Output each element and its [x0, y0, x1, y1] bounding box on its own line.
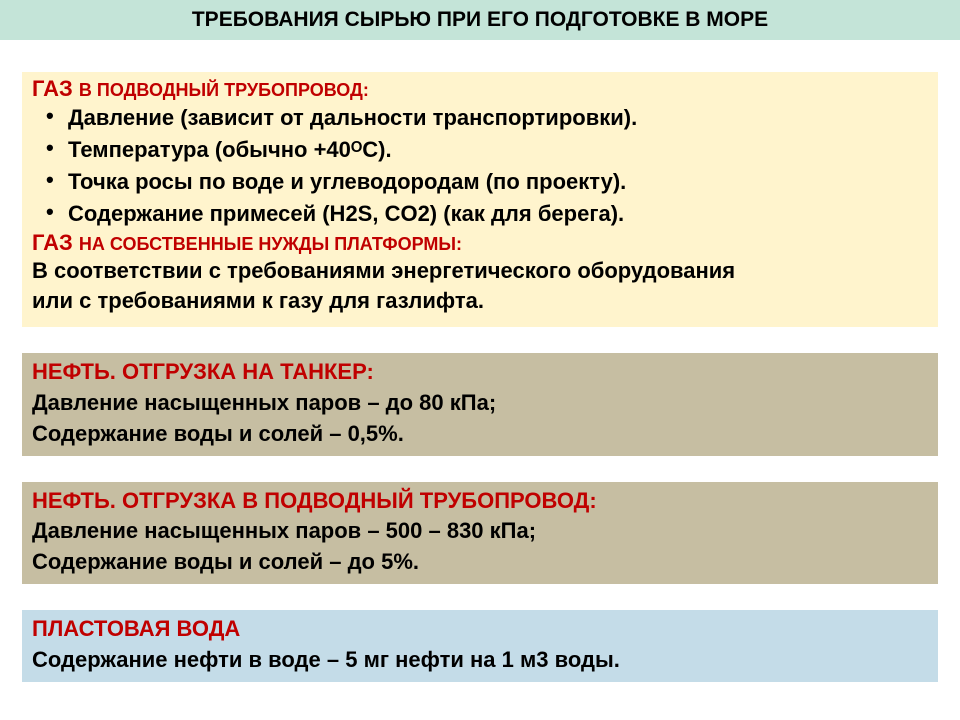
page-title: ТРЕБОВАНИЯ СЫРЬЮ ПРИ ЕГО ПОДГОТОВКЕ В МО…	[192, 8, 768, 31]
block-water: ПЛАСТОВАЯ ВОДА Содержание нефти в воде –…	[22, 610, 938, 682]
gas-own-para2: или с требованиями к газу для газлифта.	[32, 286, 928, 317]
oil-pipeline-title: НЕФТЬ. ОТГРУЗКА В ПОДВОДНЫЙ ТРУБОПРОВОД:	[32, 486, 928, 517]
gas-pipeline-title: ГАЗ В ПОДВОДНЫЙ ТРУБОПРОВОД:	[32, 76, 928, 102]
list-item: Давление (зависит от дальности транспорт…	[68, 102, 928, 134]
list-item: Точка росы по воде и углеводородам (по п…	[68, 166, 928, 198]
page-header: ТРЕБОВАНИЯ СЫРЬЮ ПРИ ЕГО ПОДГОТОВКЕ В МО…	[0, 0, 960, 40]
list-item: Температура (обычно +40ᴼС).	[68, 134, 928, 166]
oil-pipeline-line1: Давление насыщенных паров – 500 – 830 кП…	[32, 516, 928, 547]
gas-title-small: В ПОДВОДНЫЙ ТРУБОПРОВОД:	[79, 80, 369, 100]
block-oil-tanker: НЕФТЬ. ОТГРУЗКА НА ТАНКЕР: Давление насы…	[22, 353, 938, 455]
oil-pipeline-line2: Содержание воды и солей – до 5%.	[32, 547, 928, 578]
gas-own-big: ГАЗ	[32, 230, 73, 255]
list-item: Содержание примесей (H2S, CO2) (как для …	[68, 198, 928, 230]
gas-own-title: ГАЗ НА СОБСТВЕННЫЕ НУЖДЫ ПЛАТФОРМЫ:	[32, 230, 928, 256]
water-title: ПЛАСТОВАЯ ВОДА	[32, 614, 928, 645]
block-gas: ГАЗ В ПОДВОДНЫЙ ТРУБОПРОВОД: Давление (з…	[22, 72, 938, 327]
gas-own-small: НА СОБСТВЕННЫЕ НУЖДЫ ПЛАТФОРМЫ:	[79, 234, 462, 254]
gas-own-para1: В соответствии с требованиями энергетиче…	[32, 256, 928, 287]
block-oil-pipeline: НЕФТЬ. ОТГРУЗКА В ПОДВОДНЫЙ ТРУБОПРОВОД:…	[22, 482, 938, 584]
water-line1: Содержание нефти в воде – 5 мг нефти на …	[32, 645, 928, 676]
oil-tanker-line2: Содержание воды и солей – 0,5%.	[32, 419, 928, 450]
gas-title-big: ГАЗ	[32, 76, 73, 101]
gas-bullets: Давление (зависит от дальности транспорт…	[32, 102, 928, 230]
oil-tanker-line1: Давление насыщенных паров – до 80 кПа;	[32, 388, 928, 419]
oil-tanker-title: НЕФТЬ. ОТГРУЗКА НА ТАНКЕР:	[32, 357, 928, 388]
content-container: ГАЗ В ПОДВОДНЫЙ ТРУБОПРОВОД: Давление (з…	[0, 72, 960, 682]
